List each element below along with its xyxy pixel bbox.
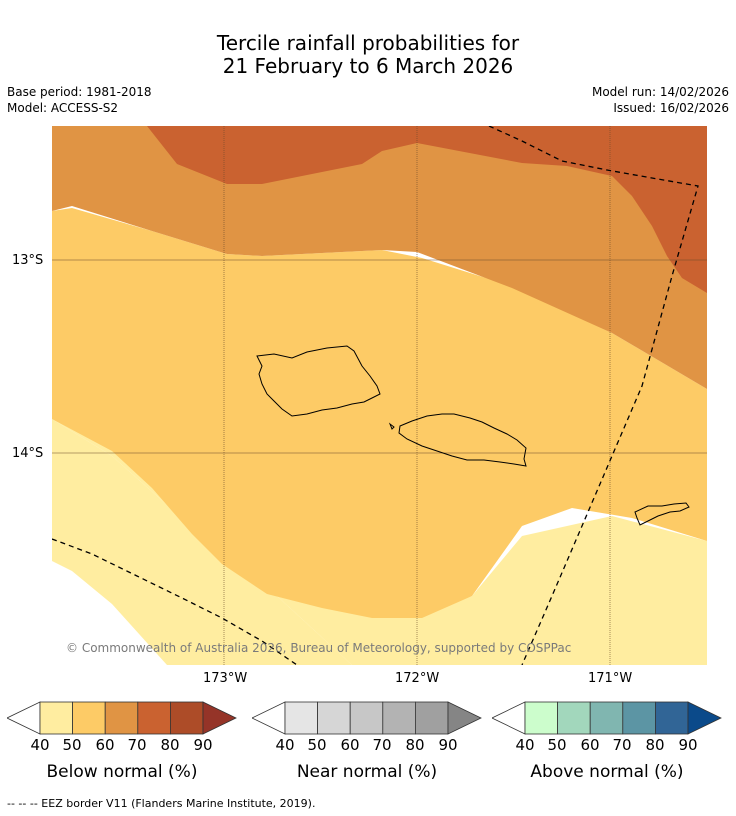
colorbar-below-high-arrow — [202, 701, 237, 735]
colorbar-cell — [349, 701, 384, 735]
legend-title-below: Below normal (%) — [46, 762, 198, 782]
colorbar-cell — [524, 701, 558, 735]
region-below-40-50 — [52, 419, 707, 665]
above-tick-80: 80 — [645, 736, 665, 754]
legend-title-above: Above normal (%) — [530, 762, 684, 782]
below-tick-60: 60 — [95, 736, 115, 754]
region-below-70-80-top — [147, 126, 707, 293]
legend-title-near: Near normal (%) — [296, 762, 438, 782]
above-tick-90: 90 — [678, 736, 698, 754]
lat-label-14s: 14°S — [12, 446, 44, 461]
colorbar-above-cells — [524, 701, 689, 735]
rainfall-map — [52, 126, 707, 665]
map-copyright: © Commonwealth of Australia 2026, Bureau… — [66, 641, 572, 655]
near-tick-70: 70 — [372, 736, 392, 754]
lat-label-13s: 13°S — [12, 253, 44, 268]
base-period: Base period: 1981-2018 — [7, 85, 152, 99]
colorbar-cell — [104, 701, 139, 735]
map-title-line2: 21 February to 6 March 2026 — [222, 54, 514, 78]
colorbar-cell — [382, 701, 416, 735]
above-tick-40: 40 — [515, 736, 535, 754]
lon-label-173w: 173°W — [203, 671, 248, 686]
colorbar-near-cells — [284, 701, 449, 735]
colorbar-cell — [284, 701, 318, 735]
colorbar-cell — [317, 701, 351, 735]
colorbar-below-low-arrow — [7, 701, 41, 735]
coastlines — [256, 345, 690, 526]
below-tick-80: 80 — [160, 736, 180, 754]
upolu-island — [398, 413, 527, 467]
near-tick-80: 80 — [405, 736, 425, 754]
colorbar-cell — [654, 701, 689, 735]
colorbar-cell — [39, 701, 73, 735]
colorbar-cell — [72, 701, 106, 735]
colorbar-below-normal — [7, 701, 237, 735]
colorbar-cell — [557, 701, 591, 735]
colorbar-cell — [137, 701, 171, 735]
eez-footer-note: -- -- -- EEZ border V11 (Flanders Marine… — [7, 797, 316, 810]
eez-border — [52, 126, 699, 665]
colorbar-cell — [414, 701, 449, 735]
savaii-island — [256, 345, 381, 417]
below-tick-50: 50 — [62, 736, 82, 754]
colorbar-near-low-arrow — [252, 701, 286, 735]
model-name: Model: ACCESS-S2 — [7, 101, 119, 115]
region-below-50-60 — [52, 208, 707, 618]
colorbar-cell — [589, 701, 624, 735]
map-title-line1: Tercile rainfall probabilities for — [216, 31, 520, 55]
region-below-60-70 — [52, 126, 707, 389]
above-tick-60: 60 — [580, 736, 600, 754]
near-tick-50: 50 — [307, 736, 327, 754]
model-run: Model run: 14/02/2026 — [591, 85, 729, 99]
eez-border-right — [488, 126, 699, 665]
below-tick-90: 90 — [193, 736, 213, 754]
colorbar-above-low-arrow — [492, 701, 526, 735]
near-tick-60: 60 — [340, 736, 360, 754]
colorbar-above-high-arrow — [687, 701, 722, 735]
below-tick-40: 40 — [30, 736, 50, 754]
near-tick-90: 90 — [438, 736, 458, 754]
colorbar-cell — [622, 701, 656, 735]
lon-label-172w: 172°W — [395, 671, 440, 686]
above-tick-50: 50 — [547, 736, 567, 754]
below-tick-70: 70 — [127, 736, 147, 754]
graticule — [52, 126, 707, 665]
colorbar-cell — [169, 701, 204, 735]
colorbar-below-cells — [39, 701, 204, 735]
near-tick-40: 40 — [275, 736, 295, 754]
issued-date: Issued: 16/02/2026 — [613, 101, 729, 115]
tutuila-island — [634, 502, 690, 526]
above-tick-70: 70 — [612, 736, 632, 754]
colorbar-near-normal — [252, 701, 482, 735]
lon-label-171w: 171°W — [588, 671, 633, 686]
manono-island — [388, 422, 395, 430]
colorbar-above-normal — [492, 701, 722, 735]
colorbar-near-high-arrow — [447, 701, 482, 735]
